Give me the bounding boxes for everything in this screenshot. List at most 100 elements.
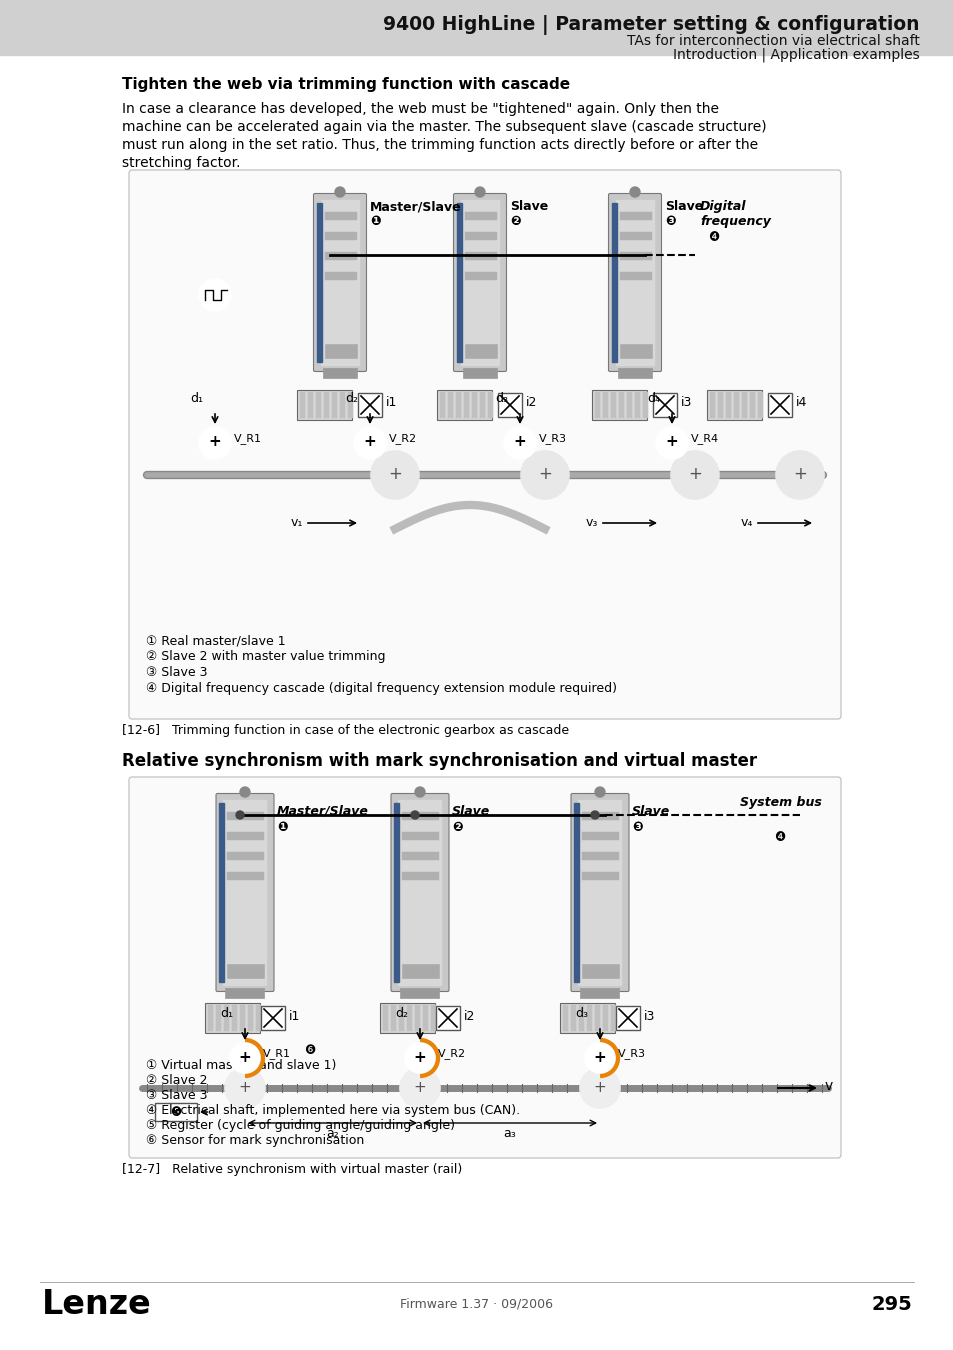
Bar [440,392,445,418]
Bar [224,1004,230,1031]
Bar [240,1004,245,1031]
Text: ❹: ❹ [707,231,719,244]
Text: Firmware 1.37 · 09/2006: Firmware 1.37 · 09/2006 [400,1297,553,1311]
Bar [718,392,722,418]
FancyBboxPatch shape [571,794,628,991]
Text: In case a clearance has developed, the web must be "tightened" again. Only then : In case a clearance has developed, the w… [122,103,719,116]
Bar [618,369,651,378]
Bar [325,271,356,279]
Bar [383,1004,388,1031]
Text: V_R1: V_R1 [263,1049,291,1060]
Circle shape [354,427,386,459]
Text: ③ Slave 3: ③ Slave 3 [146,666,208,679]
Text: Lenze: Lenze [42,1288,152,1320]
Text: Slave: Slave [664,200,702,213]
Bar [652,393,677,417]
Bar [582,872,618,880]
FancyBboxPatch shape [129,170,841,720]
Bar [325,212,356,220]
Text: +: + [593,1080,606,1095]
Text: +: + [513,435,526,450]
Bar [611,392,616,418]
Bar [407,1004,412,1031]
Text: d₁: d₁ [220,1007,233,1021]
Text: stretching factor.: stretching factor. [122,157,240,170]
Text: d₃: d₃ [575,1007,587,1021]
Text: Introduction | Application examples: Introduction | Application examples [673,49,919,62]
Text: V_R2: V_R2 [437,1049,466,1060]
Bar [619,252,651,261]
Text: ❹: ❹ [774,832,785,844]
Bar [578,1004,584,1031]
Bar [227,832,264,840]
Bar [480,392,485,418]
Bar [579,988,618,998]
Text: i1: i1 [289,1010,300,1022]
Bar [391,1004,396,1031]
Bar [571,1004,576,1031]
Text: d₂: d₂ [395,1007,408,1021]
Text: ④ Digital frequency cascade (digital frequency extension module required): ④ Digital frequency cascade (digital fre… [146,682,617,695]
Text: [12-6]   Trimming function in case of the electronic gearbox as cascade: [12-6] Trimming function in case of the … [122,724,569,737]
Text: Slave: Slave [510,200,548,213]
Bar [431,1004,436,1031]
Text: Relative synchronism with mark synchronisation and virtual master: Relative synchronism with mark synchroni… [122,752,757,769]
FancyBboxPatch shape [314,193,366,371]
Circle shape [225,1068,265,1108]
Bar [595,1004,599,1031]
Text: v₁: v₁ [291,517,303,529]
Text: ❶: ❶ [370,215,380,228]
Text: ❶: ❶ [276,821,287,834]
Bar [300,392,305,418]
Bar [219,803,224,981]
Bar [464,232,497,240]
Bar [464,252,497,261]
Bar [619,232,651,240]
Bar [618,392,624,418]
Bar [154,1103,196,1120]
Text: +: + [593,1049,606,1065]
Text: +: + [388,464,401,483]
Bar [402,832,439,840]
Text: v: v [824,1079,832,1094]
Bar [582,852,618,860]
Text: 295: 295 [870,1295,911,1314]
Bar [233,1004,237,1031]
Text: V_R2: V_R2 [389,433,416,444]
Bar [357,393,381,417]
Text: Tighten the web via trimming function with cascade: Tighten the web via trimming function wi… [122,77,570,92]
Bar [627,392,632,418]
Bar [448,392,453,418]
Bar [464,392,469,418]
Circle shape [656,427,687,459]
Text: +: + [537,464,552,483]
Text: a₂: a₂ [326,1127,338,1139]
Text: +: + [363,435,376,450]
Bar [399,1004,404,1031]
Text: d₂: d₂ [345,392,357,405]
Bar [643,392,648,418]
Bar [464,344,497,358]
Circle shape [595,787,604,796]
Bar [616,1006,639,1030]
Bar [297,390,352,420]
Bar [767,393,791,417]
Bar [320,200,358,364]
Circle shape [235,811,244,819]
Bar [256,1004,261,1031]
Bar [472,392,477,418]
Text: Slave: Slave [452,805,490,818]
Text: frequency: frequency [700,215,770,228]
Bar [587,1004,592,1031]
Bar [635,392,639,418]
Bar [380,1003,435,1033]
Bar [603,392,608,418]
Bar [497,393,521,417]
Bar [707,390,761,420]
Bar [316,392,321,418]
Text: [12-7]   Relative synchronism with virtual master (rail): [12-7] Relative synchronism with virtual… [122,1162,462,1176]
Bar [456,392,461,418]
Circle shape [199,427,231,459]
Text: v₃: v₃ [585,517,598,529]
Text: +: + [209,435,221,450]
